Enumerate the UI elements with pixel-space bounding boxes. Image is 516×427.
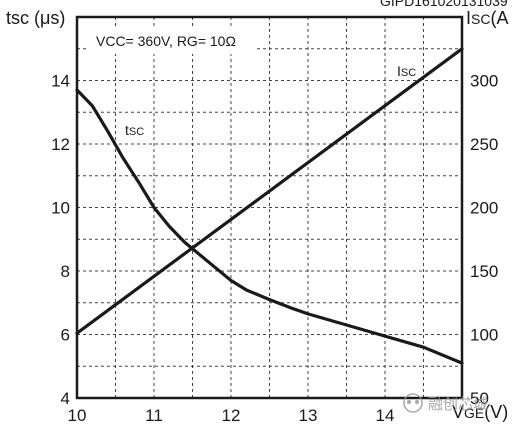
x-axis-title-sub: GE — [464, 405, 484, 421]
watermark: 融创芯城 — [403, 393, 488, 413]
conditions-box — [88, 27, 255, 54]
y-right-tick-label: 100 — [470, 326, 498, 345]
x-tick-label: 13 — [299, 406, 318, 425]
y-right-tick-label: 150 — [470, 262, 498, 281]
series-line-isc — [75, 47, 464, 335]
x-axis-title-main: V — [452, 402, 464, 422]
series-layer — [75, 47, 464, 365]
y-left-tick-label: 4 — [61, 389, 70, 408]
y-right-axis-title-sub: SC — [471, 11, 490, 27]
series-line-tsc — [75, 88, 464, 365]
y-left-tick-label: 14 — [51, 72, 70, 91]
watermark-text: 融创芯城 — [428, 395, 488, 413]
y-left-axis-title: tsc (μs) — [6, 8, 65, 28]
y-right-tick-label: 50 — [470, 389, 489, 408]
y-right-axis-title-unit: (A — [490, 8, 508, 28]
watermark-icon — [403, 393, 423, 413]
series-label-tsc: tSC — [125, 122, 144, 138]
y-left-tick-label: 12 — [51, 135, 70, 154]
series-label-isc: ISC — [397, 63, 416, 79]
x-tick-label: 14 — [376, 406, 395, 425]
y-right-axis-title-main: I — [466, 8, 471, 28]
x-axis-title: VGE(V) — [452, 402, 508, 422]
y-left-tick-label: 6 — [61, 326, 70, 345]
tick-labels: 10 11 12 13 14 4 6 8 10 12 14 50 100 150 200 250 300 — [51, 72, 498, 426]
x-tick-label: 11 — [145, 406, 163, 425]
plot-frame — [75, 15, 464, 400]
y-right-tick-label: 200 — [470, 199, 498, 218]
x-tick-label: 12 — [222, 406, 241, 425]
y-left-tick-label: 8 — [61, 262, 70, 281]
header-code: GIPD161020131039 — [380, 0, 508, 9]
grid — [77, 17, 462, 398]
conditions-label: VCC= 360V, RG= 10Ω — [96, 33, 236, 49]
y-right-tick-label: 300 — [470, 72, 498, 91]
x-tick-label: 10 — [68, 406, 87, 425]
y-right-axis-title: ISC(A — [466, 8, 508, 28]
y-left-tick-label: 10 — [51, 199, 70, 218]
x-axis-title-unit: (V) — [484, 402, 508, 422]
y-right-tick-label: 250 — [470, 135, 498, 154]
